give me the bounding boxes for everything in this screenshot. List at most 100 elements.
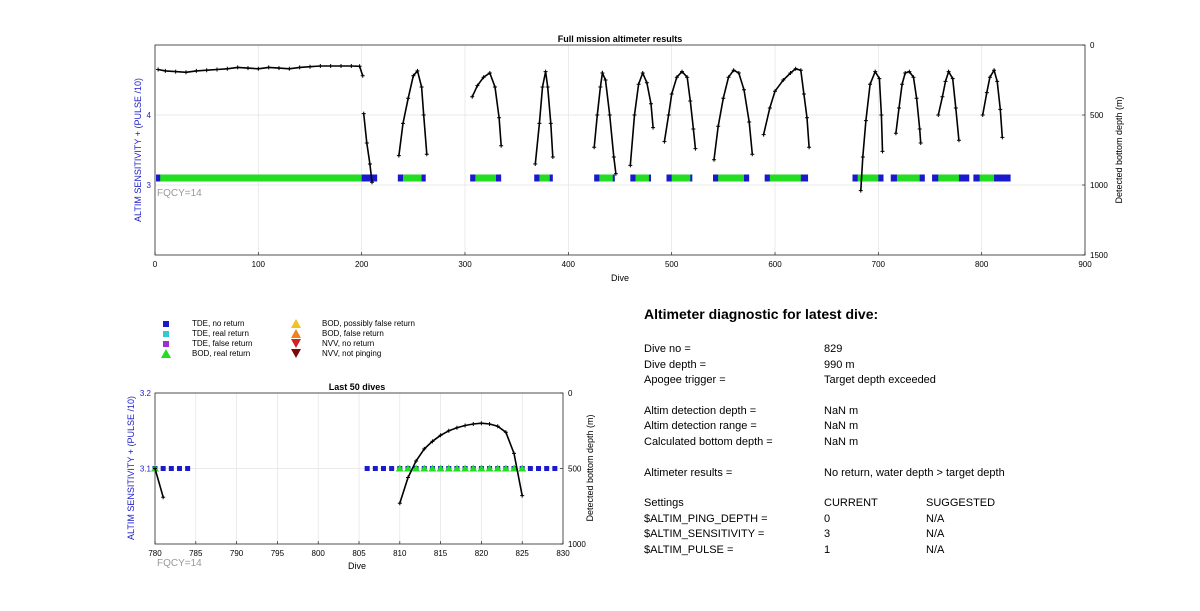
depth-point <box>858 188 863 193</box>
depth-point <box>360 73 365 78</box>
bod-real-return-marker <box>160 174 362 182</box>
depth-point <box>651 125 656 130</box>
depth-point <box>339 64 343 68</box>
settings-row: $ALTIM_PULSE = 1 N/A <box>644 543 945 556</box>
depth-point <box>893 131 898 136</box>
x-tick-label: 600 <box>768 260 782 269</box>
depth-point <box>662 139 667 144</box>
depth-point <box>950 76 955 81</box>
square-marker-icon <box>160 328 172 339</box>
x-tick-label: 900 <box>1078 260 1092 269</box>
altim-detection-range-row: Altim detection range = NaN m <box>644 420 859 433</box>
depth-point <box>318 64 323 68</box>
legend-item: NVV, no return <box>290 338 374 349</box>
depth-line <box>895 70 922 144</box>
legend-item: TDE, false return <box>160 338 252 349</box>
depth-point <box>357 64 362 69</box>
depth-line <box>629 70 654 166</box>
depth-point <box>716 124 721 129</box>
altimeter-results-row: Altimeter results = No return, water dept… <box>644 466 1005 479</box>
depth-line <box>663 70 697 149</box>
depth-point <box>406 96 411 101</box>
depth-point <box>632 113 637 117</box>
depth-point <box>773 89 777 94</box>
depth-point <box>543 69 548 74</box>
y-tick-label-right: 0 <box>1090 41 1095 50</box>
depth-point <box>277 66 281 71</box>
depth-point <box>726 75 731 80</box>
depth-point <box>900 82 905 87</box>
depth-point <box>936 113 941 117</box>
depth-line <box>398 69 428 156</box>
x-tick-label: 300 <box>458 260 472 269</box>
top-plot-frame <box>154 44 1086 256</box>
settings-row: $ALTIM_PING_DEPTH = 0 N/A <box>644 512 945 525</box>
bod-real-return-marker <box>475 174 496 182</box>
settings-header-row: Settings CURRENT SUGGESTED <box>644 497 996 510</box>
depth-point <box>860 155 865 159</box>
depth-point <box>691 127 696 131</box>
depth-point <box>788 71 793 75</box>
depth-point <box>470 94 475 99</box>
depth-point <box>798 68 803 73</box>
depth-point <box>215 67 219 72</box>
x-tick-label: 0 <box>153 260 158 269</box>
depth-point <box>943 79 948 84</box>
depth-point <box>998 107 1003 112</box>
depth-point <box>628 163 633 168</box>
dive-no-row: Dive no = 829 <box>644 343 843 355</box>
depth-point <box>712 157 717 162</box>
depth-point <box>793 66 798 71</box>
depth-point <box>204 68 209 73</box>
marker-legend: TDE, no return TDE, real return TDE, fal… <box>160 318 460 366</box>
depth-point <box>367 162 372 166</box>
depth-point <box>533 162 538 166</box>
y-tick-label-right: 1000 <box>1090 181 1108 190</box>
depth-point <box>475 83 480 88</box>
depth-point <box>421 113 426 117</box>
depth-point <box>640 71 645 75</box>
square-marker-icon <box>160 318 172 329</box>
depth-point <box>680 69 684 74</box>
depth-point <box>487 71 492 75</box>
depth-point <box>592 145 597 150</box>
depth-point <box>742 87 746 92</box>
depth-point <box>613 171 618 176</box>
depth-line <box>362 113 373 183</box>
dive-depth-row: Dive depth = 990 m <box>644 358 855 371</box>
depth-point <box>669 92 674 96</box>
depth-point <box>736 71 741 75</box>
depth-point <box>907 69 912 74</box>
depth-point <box>266 65 271 70</box>
x-tick-label: 400 <box>562 260 576 269</box>
depth-point <box>946 69 951 74</box>
depth-point <box>1000 135 1005 140</box>
top-y-ticks-right: 0 500 1000 1500 <box>1082 41 1108 260</box>
depth-point <box>550 155 555 159</box>
bod-real-return-marker <box>896 174 920 182</box>
top-y-ticks-left: 34 <box>147 111 152 190</box>
depth-point <box>545 85 550 89</box>
depth-point <box>499 143 504 148</box>
depth-point <box>953 106 958 110</box>
depth-point <box>644 80 649 85</box>
altimeter-diagnostic-panel: Altimeter diagnostic for latest dive: Di… <box>644 306 1164 559</box>
depth-line <box>937 69 960 141</box>
x-tick-label: 200 <box>355 260 369 269</box>
depth-point <box>411 73 416 78</box>
depth-point <box>879 113 884 117</box>
depth-point <box>173 69 178 74</box>
legend-item: TDE, no return <box>160 318 244 329</box>
depth-point <box>649 101 653 106</box>
square-marker-icon <box>160 338 172 349</box>
depth-point <box>598 85 603 89</box>
depth-point <box>636 82 641 87</box>
depth-line <box>593 70 617 174</box>
top-x-ticks: 0 100 200 300 400 500 600 700 800 900 <box>153 252 1092 269</box>
bod-real-return-marker <box>671 174 691 182</box>
depth-point <box>256 66 261 71</box>
depth-point <box>987 75 992 80</box>
depth-point <box>984 90 989 95</box>
depth-point <box>918 141 923 145</box>
depth-point <box>497 115 502 120</box>
